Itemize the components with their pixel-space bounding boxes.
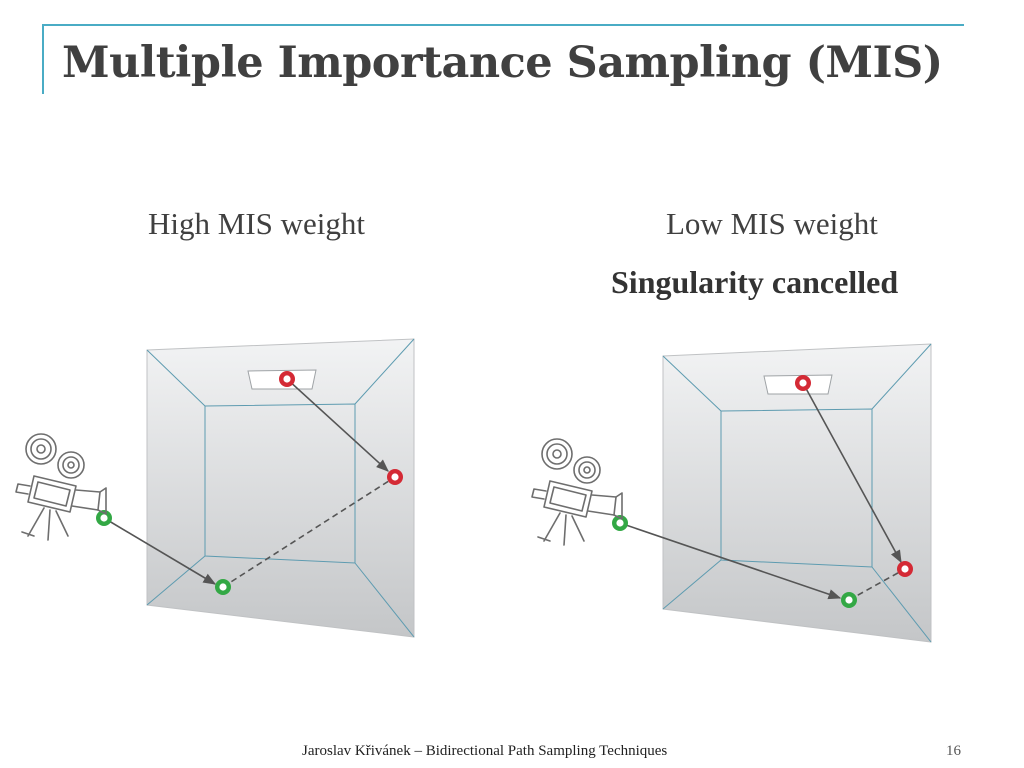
- page-number: 16: [946, 743, 961, 759]
- right-light-vertex: [795, 375, 811, 391]
- right-paths: [619, 382, 906, 601]
- title-rule-left: [42, 24, 44, 94]
- right-surface-light-vertex: [897, 561, 913, 577]
- right-panel-sublabel: Singularity cancelled: [611, 264, 899, 300]
- right-surface-camera-vertex: [841, 592, 857, 608]
- right-room: [662, 343, 932, 643]
- slide-footer: Jaroslav Křivánek – Bidirectional Path S…: [302, 743, 668, 759]
- right-panel-label: Low MIS weight: [666, 206, 878, 241]
- left-movie-camera-icon: [15, 433, 107, 541]
- left-light-vertex: [279, 371, 295, 387]
- left-surface-light-vertex: [387, 469, 403, 485]
- left-paths: [103, 378, 396, 588]
- left-panel-label: High MIS weight: [148, 206, 365, 241]
- left-surface-camera-vertex: [215, 579, 231, 595]
- title-rule-top: [42, 24, 964, 26]
- right-movie-camera-icon: [531, 438, 623, 546]
- left-room: [146, 338, 415, 638]
- slide-title: Multiple Importance Sampling (MIS): [62, 38, 943, 88]
